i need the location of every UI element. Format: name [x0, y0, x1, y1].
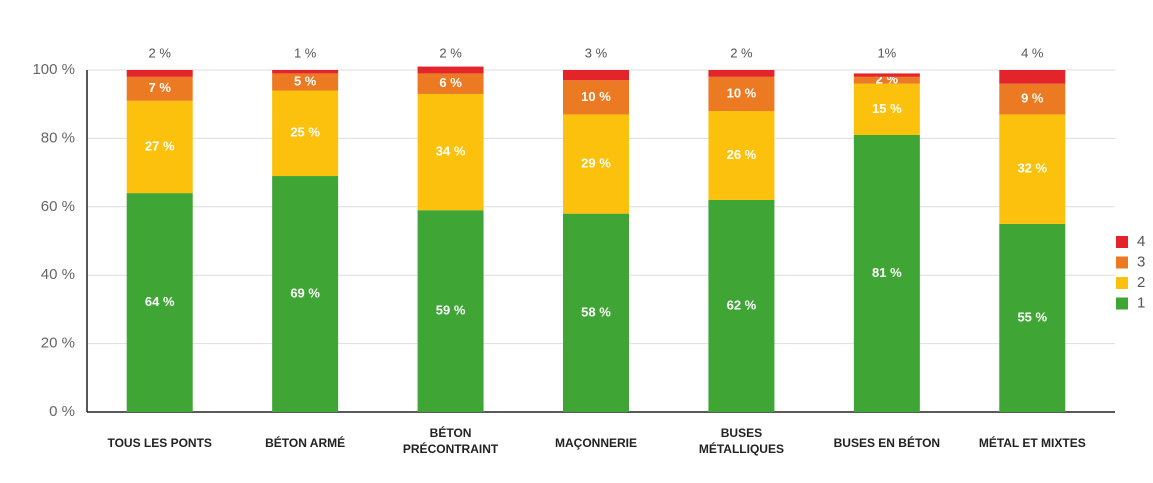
data-label: 32 %: [1017, 161, 1047, 176]
x-tick-label: BÉTON PRÉCONTRAINT: [403, 425, 499, 456]
legend-label: 1: [1137, 294, 1145, 311]
data-label: 6 %: [439, 75, 462, 90]
bar-segment: [563, 213, 629, 412]
x-tick-label: TOUS LES PONTS: [107, 436, 211, 450]
bar-segment: [126, 100, 193, 194]
data-label: 26 %: [727, 147, 757, 162]
bar-segment: [853, 134, 920, 413]
bar-segment: [563, 80, 629, 115]
bar-segment: [417, 210, 484, 412]
bar-segment: [999, 223, 1066, 412]
data-label: 58 %: [581, 304, 611, 319]
bar-segment: [417, 73, 484, 94]
bar-segment: [853, 76, 920, 84]
bar-segment: [272, 176, 339, 412]
bar-segment: [999, 114, 1066, 224]
data-label: 62 %: [727, 297, 757, 312]
data-label: 25 %: [290, 125, 320, 140]
legend-label: 2: [1137, 274, 1145, 291]
bar-segment: [126, 76, 193, 101]
bar-segment: [272, 73, 339, 91]
bar-segment: [126, 70, 193, 77]
data-label: 2 %: [149, 45, 172, 60]
y-tick-label: 60 %: [41, 198, 75, 215]
data-label: 27 %: [145, 138, 175, 153]
data-label: 1%: [877, 45, 896, 60]
bar-segment: [708, 70, 775, 77]
bar-segment: [853, 73, 920, 77]
x-tick-label: MÉTAL ET MIXTES: [979, 435, 1086, 450]
data-label: 81 %: [872, 265, 902, 280]
bar-segment: [708, 76, 775, 112]
bar-segment: [853, 83, 920, 135]
bar-segment: [999, 83, 1066, 115]
data-label: 34 %: [436, 144, 466, 159]
data-label: 10 %: [581, 89, 611, 104]
data-label: 2 %: [730, 45, 753, 60]
x-tick-label: BÉTON ARMÉ: [265, 435, 345, 450]
bar-segment: [708, 111, 775, 200]
legend-swatch: [1116, 256, 1128, 269]
bar-segment: [563, 70, 629, 81]
data-label: 55 %: [1017, 309, 1047, 324]
data-label: 1 %: [294, 45, 317, 60]
x-tick-label: BUSES EN BÉTON: [834, 435, 940, 450]
bar-segment: [417, 66, 484, 74]
legend-label: 4: [1137, 233, 1145, 250]
data-label: 2 %: [439, 45, 462, 60]
data-label: 4 %: [1021, 45, 1044, 60]
x-tick-label: BUSES MÉTALLIQUES: [699, 426, 784, 456]
y-tick-label: 0 %: [49, 403, 75, 420]
bar-segment: [999, 70, 1066, 84]
legend-swatch: [1116, 236, 1128, 248]
data-label: 29 %: [581, 155, 611, 170]
legend-swatch: [1116, 297, 1128, 310]
data-label: 59 %: [436, 303, 466, 318]
data-label: 5 %: [294, 73, 317, 88]
data-label: 15 %: [872, 101, 902, 116]
legend-swatch: [1116, 277, 1128, 289]
bar-segment: [708, 199, 775, 412]
legend-label: 3: [1137, 253, 1145, 270]
data-label: 69 %: [290, 285, 320, 300]
data-label: 3 %: [585, 45, 608, 60]
bar-segment: [272, 70, 339, 74]
data-label: 64 %: [145, 294, 175, 309]
bar-segment: [126, 193, 193, 412]
y-tick-label: 100 %: [32, 61, 75, 78]
y-tick-label: 40 %: [41, 266, 75, 283]
bar-segment: [417, 93, 484, 211]
bar-segment: [272, 90, 339, 177]
data-label: 10 %: [727, 85, 757, 100]
data-label: 9 %: [1021, 91, 1044, 106]
y-tick-label: 80 %: [41, 129, 75, 146]
bar-segment: [563, 114, 629, 214]
y-tick-label: 20 %: [41, 335, 75, 352]
x-tick-label: MAÇONNERIE: [555, 436, 637, 450]
data-label: 7 %: [149, 80, 172, 95]
